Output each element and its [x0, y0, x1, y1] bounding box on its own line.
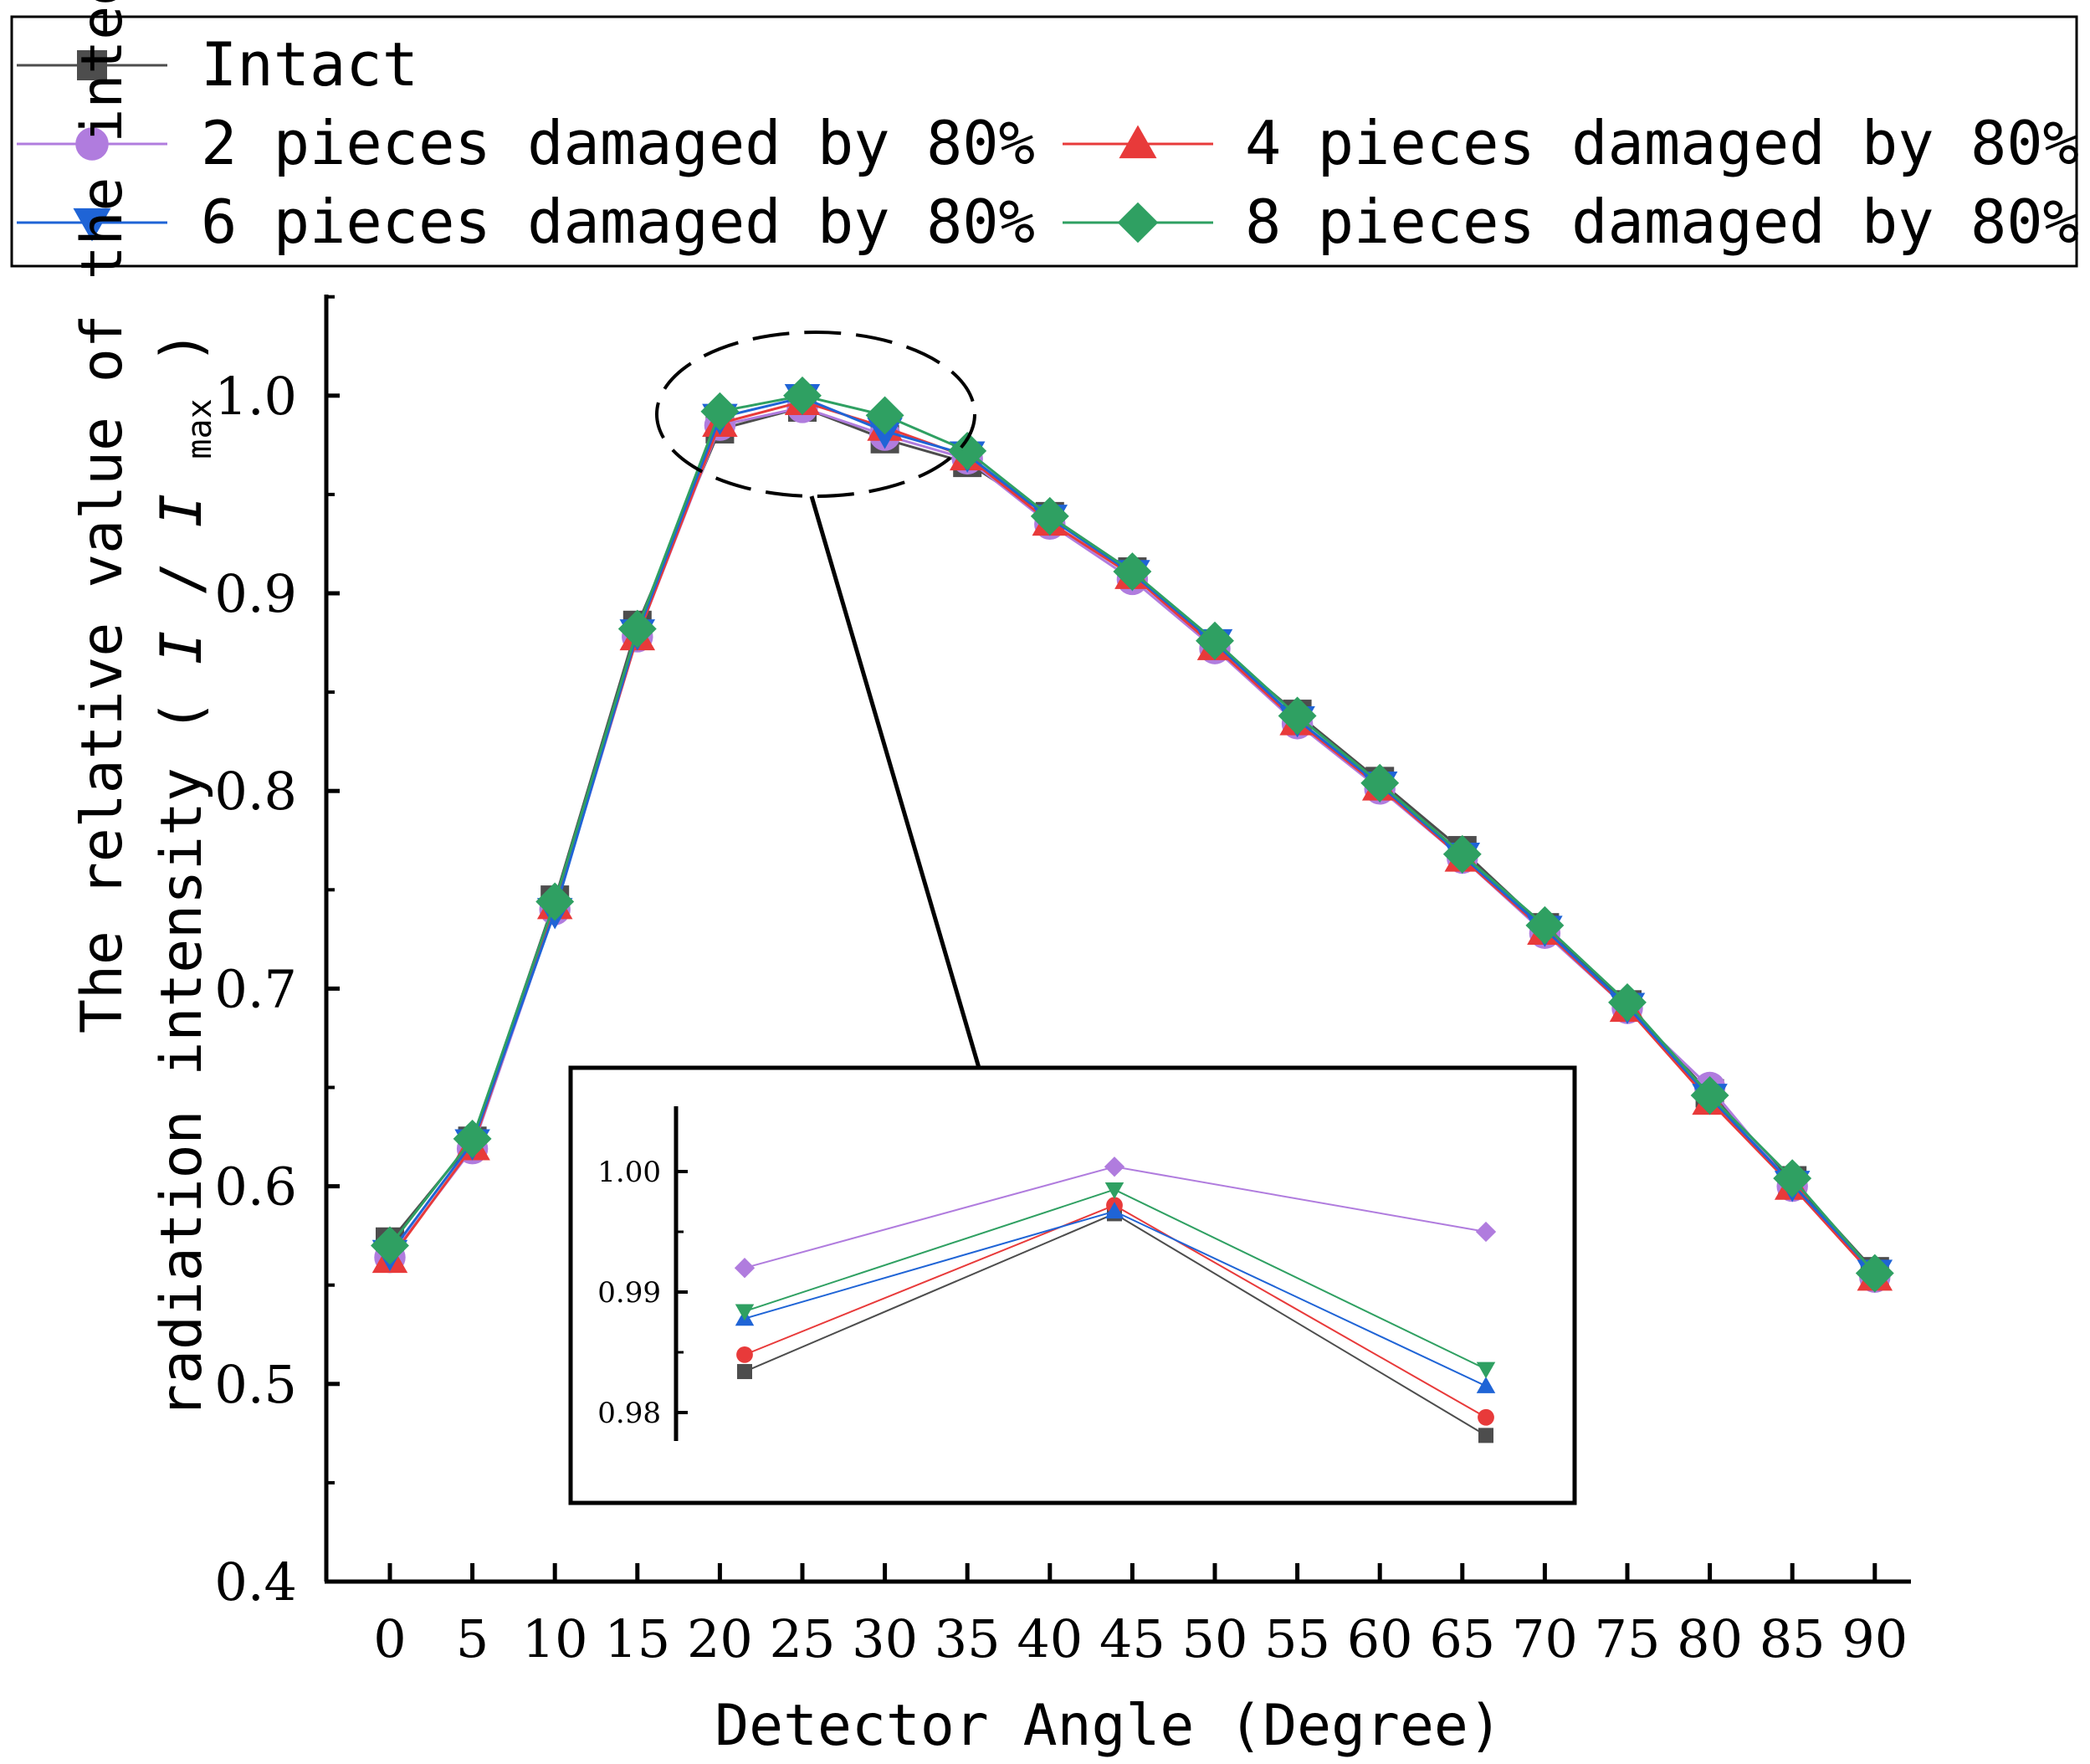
y-tick-label: 1.0: [214, 366, 297, 427]
legend-marker: [75, 127, 109, 161]
legend-label: 6 pieces damaged by 80%: [201, 187, 1035, 257]
x-tick-label: 80: [1677, 1608, 1743, 1669]
data-point: [948, 431, 987, 470]
data-point: [371, 1226, 409, 1265]
data-point: [700, 392, 740, 431]
x-tick-label: 45: [1099, 1608, 1165, 1669]
data-point: [1278, 696, 1317, 736]
x-axis-title: Detector Angle (Degree): [715, 1693, 1503, 1759]
inset-data-point: [1475, 1221, 1497, 1243]
y-axis-title: The relative value of the integrated: [69, 0, 136, 1033]
y-tick-label: 0.6: [214, 1156, 297, 1218]
inset-series-diamond: [734, 1156, 1497, 1279]
legend-label: Intact: [201, 29, 418, 100]
legend-frame: [10, 15, 2078, 268]
x-tick-label: 20: [687, 1608, 753, 1669]
legend-entry: 8 pieces damaged by 80%: [1063, 187, 2079, 257]
data-point: [1608, 982, 1647, 1022]
y-tick-label: 0.9: [214, 563, 297, 624]
data-point: [1855, 1254, 1894, 1293]
legend-marker: [77, 50, 107, 80]
legend-marker: [73, 208, 111, 242]
x-tick-label: 10: [522, 1608, 588, 1669]
legend-entry: Intact: [17, 29, 418, 100]
legend-entry: 4 pieces damaged by 80%: [1063, 108, 2079, 178]
main-plot: 0.4 0.5 0.6 0.7 0.8 0.9 1.0 0 5 10 15 20 25 30 35 40 45…: [214, 295, 1911, 1669]
x-tick-label: 50: [1182, 1608, 1248, 1669]
x-tick-label: 70: [1512, 1608, 1578, 1669]
inset-y-tick-label: 1.00: [597, 1156, 661, 1189]
x-tick-label: 0: [373, 1608, 406, 1669]
legend-marker: [1119, 125, 1157, 159]
y-axis-slash: /: [149, 562, 215, 596]
inset-data-point: [1104, 1156, 1125, 1177]
inset-y-tick-label: 0.99: [597, 1276, 661, 1310]
y-tick-label: 0.5: [214, 1354, 297, 1415]
data-point: [1360, 763, 1400, 803]
y-tick-label: 0.8: [214, 761, 297, 822]
y-tick-label: 0.4: [214, 1551, 297, 1613]
inset-data-point: [735, 1304, 755, 1321]
inset-data-point: [1104, 1182, 1124, 1199]
x-tick-label: 30: [852, 1608, 918, 1669]
zoom-ellipse: [655, 331, 976, 498]
zoom-callout: [655, 331, 981, 1069]
inset-data-point: [1476, 1377, 1496, 1393]
inset-data-point: [1476, 1361, 1496, 1379]
inset-data-point: [737, 1364, 752, 1380]
inset-data-point: [1104, 1202, 1124, 1219]
inset-data-point: [1478, 1428, 1493, 1444]
y-axis-subscript-max: max: [181, 398, 219, 459]
x-tick-label: 40: [1017, 1608, 1083, 1669]
legend-entry: 2 pieces damaged by 80%: [17, 108, 1035, 178]
y-axis-symbol-i: I: [149, 630, 215, 664]
inset-y-tick-label: 0.98: [597, 1397, 661, 1430]
y-axis-title-2: radiation intensity ( I / I max ): [149, 330, 225, 1418]
data-point: [865, 396, 904, 435]
y-tick-label: 0.7: [214, 958, 297, 1019]
svg-text:radiation intensity (: radiation intensity ( I / I max ): [149, 330, 225, 1418]
data-point: [535, 882, 575, 921]
inset-data-point: [736, 1346, 753, 1363]
x-tick-label: 25: [770, 1608, 836, 1669]
data-point: [1525, 905, 1565, 945]
x-tick-label: 5: [456, 1608, 489, 1669]
inset-data-point: [1478, 1408, 1494, 1426]
y-axis-symbol-i2: I: [149, 494, 215, 528]
data-point: [783, 376, 822, 415]
y-axis-paren-open: (: [149, 699, 215, 733]
inset-data-point: [734, 1258, 756, 1279]
series-diamond: [371, 376, 1894, 1293]
y-axis-title-line1: The relative value of the integrated: [69, 0, 136, 1033]
x-tick-label: 35: [935, 1608, 1001, 1669]
y-axis-title-line2: radiation intensity: [149, 767, 215, 1418]
data-point: [617, 609, 657, 649]
x-tick-label: 55: [1264, 1608, 1330, 1669]
data-point: [1113, 552, 1152, 591]
data-point: [1030, 496, 1069, 536]
y-axis-paren-close: ): [149, 330, 215, 364]
legend: Intact 2 pieces damaged by 80% 4 pieces da…: [10, 15, 2079, 268]
legend-label: 2 pieces damaged by 80%: [201, 108, 1035, 178]
data-point: [1690, 1075, 1729, 1115]
legend-label: 4 pieces damaged by 80%: [1245, 108, 2079, 178]
inset-series-triangle-down: [735, 1182, 1496, 1379]
legend-label: 8 pieces damaged by 80%: [1245, 187, 2079, 257]
legend-marker: [1117, 202, 1159, 244]
x-tick-label: 60: [1347, 1608, 1413, 1669]
zoom-connector: [809, 495, 981, 1069]
data-point: [1196, 621, 1234, 660]
x-tick-label: 85: [1760, 1608, 1826, 1669]
legend-entry: 6 pieces damaged by 80%: [17, 187, 1035, 257]
data-point: [1773, 1159, 1812, 1198]
x-tick-label: 65: [1429, 1608, 1495, 1669]
inset-frame: [568, 1065, 1577, 1505]
x-tick-label: 75: [1595, 1608, 1661, 1669]
data-point: [453, 1119, 492, 1158]
x-tick-label: 15: [604, 1608, 670, 1669]
inset-plot: 0.98 0.99 1.00: [568, 1065, 1577, 1505]
data-point: [1442, 834, 1482, 874]
x-tick-label: 90: [1842, 1608, 1908, 1669]
